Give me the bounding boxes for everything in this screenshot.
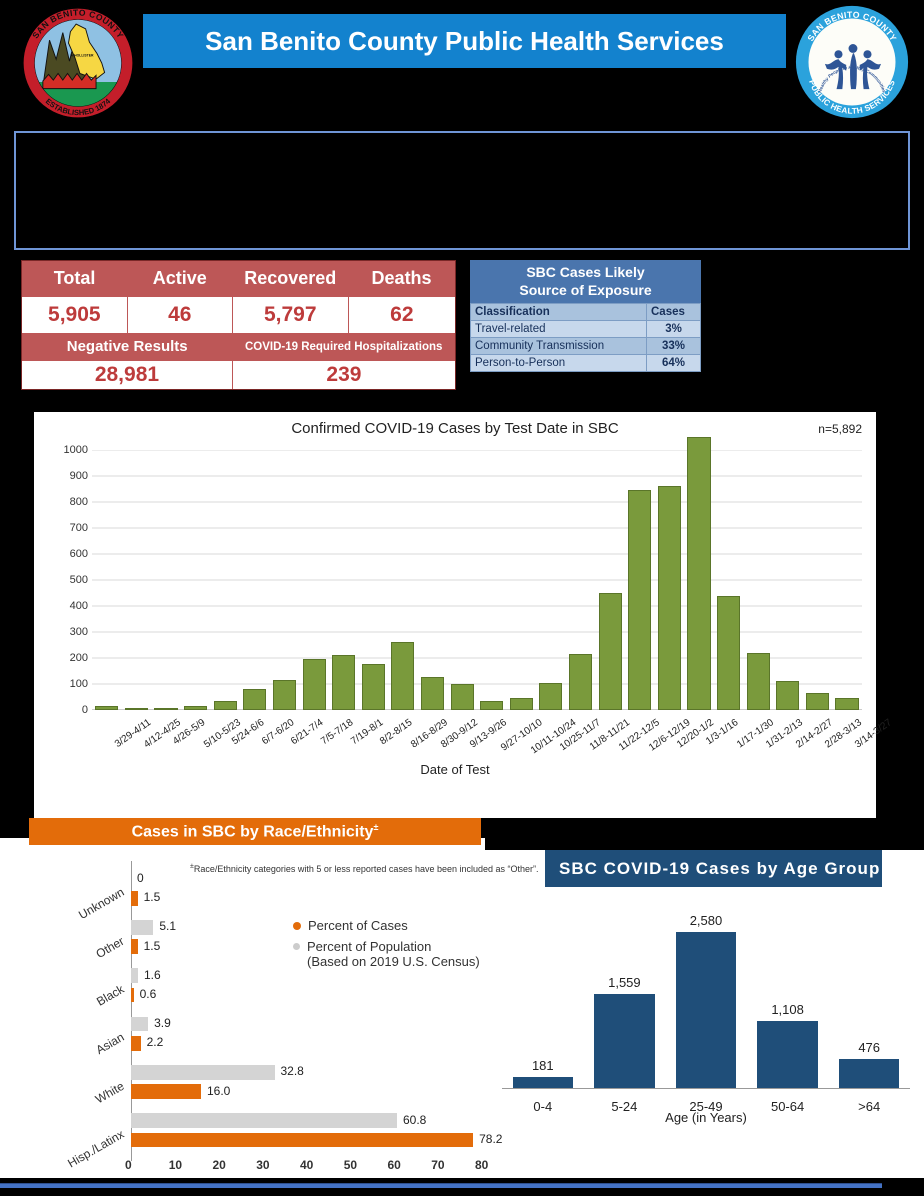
svg-text:★ HOLLISTER: ★ HOLLISTER [69, 53, 94, 57]
